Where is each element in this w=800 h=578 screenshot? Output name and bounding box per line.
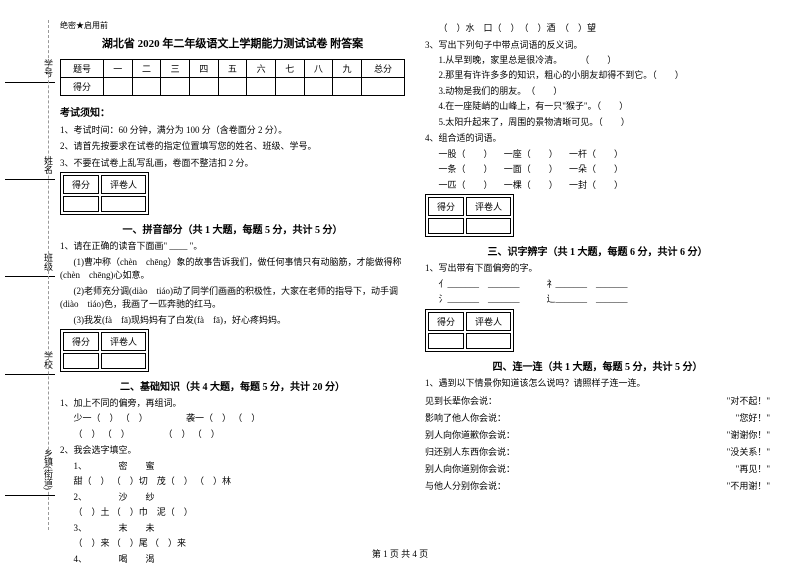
th: 总分 [361,60,404,78]
sentence: 1.从早到晚，家里总是很冷清。 （ ） [425,54,770,68]
exam-title: 湖北省 2020 年二年级语文上学期能力测试试卷 附答案 [60,35,405,51]
left-column: 绝密★启用前 湖北省 2020 年二年级语文上学期能力测试试卷 附答案 题号 一… [60,20,405,568]
row: （ ） （ ） （ ） （ ） [60,428,405,442]
q: 3、写出下列句子中带点词语的反义词。 [425,38,770,52]
word-pair: 2、 沙 纱 [60,491,405,505]
grade-box: 得分评卷人 [425,194,514,237]
th: 四 [189,60,218,78]
page-footer: 第 1 页 共 4 页 [0,547,800,560]
sentence: 2.那里有许许多多的知识，粗心的小朋友却得不到它。（ ） [425,69,770,83]
row: 一匹（ ） 一棵（ ） 一封（ ） [425,179,770,193]
th: 五 [218,60,247,78]
section-1-title: 一、拼音部分（共 1 大题，每题 5 分，共计 5 分） [60,221,405,236]
word-pair: 3、 末 未 [60,522,405,536]
row: 氵_______ _______ 辶_______ _______ [425,293,770,307]
score-table: 题号 一 二 三 四 五 六 七 八 九 总分 得分 [60,59,405,96]
sentence: 4.在一座陡峭的山峰上，有一只"猴子"。（ ） [425,100,770,114]
th: 八 [304,60,333,78]
q: 1、加上不同的偏旁，再组词。 [60,396,405,410]
grade-box: 得分评卷人 [425,309,514,352]
sentence: 3.动物是我们的朋友。 （ ） [425,85,770,99]
q: 1、请在正确的读音下面画" ____ "。 [60,239,405,253]
q: 1、写出带有下面偏旁的字。 [425,261,770,275]
right-column: （ ）水 口（ ） （ ）酒 （ ）望 3、写出下列句子中带点词语的反义词。 1… [425,20,770,568]
notice-item: 1、考试时间：60 分钟，满分为 100 分（含卷面分 2 分）。 [60,123,405,137]
notice-item: 2、请首先按要求在试卷的指定位置填写您的姓名、班级、学号。 [60,139,405,153]
notice-title: 考试须知： [60,104,405,119]
grade-box: 得分评卷人 [60,329,149,372]
q: 2、我会选字填空。 [60,443,405,457]
word-line: 甜（ ） （ ）切 茂（ ） （ ）林 [60,475,405,489]
section-3-title: 三、识字辨字（共 1 大题，每题 6 分，共计 6 分） [425,243,770,258]
match-row: 与他人分别你会说："不用谢！" [425,479,770,492]
row: 亻_______ _______ 礻_______ _______ [425,278,770,292]
q: 1、遇到以下情景你知道该怎么说吗？请照样子连一连。 [425,376,770,390]
grade-box: 得分评卷人 [60,172,149,215]
row: 少一（ ） （ ） 袭一（ ） （ ） [60,412,405,426]
row: 一股（ ） 一座（ ） 一杆（ ） [425,148,770,162]
text: (1)曹冲称（chèn chēng）象的故事告诉我们，做任何事情只有动脑筋，才能… [60,256,405,283]
match-row: 见到长辈你会说："对不起！" [425,394,770,407]
word-line: （ ）土 （ ）巾 泥（ ） [60,506,405,520]
th: 题号 [61,60,104,78]
text: (3)我发(fà fā)现妈妈有了白发(fà fā)，好心疼妈妈。 [60,314,405,328]
match-row: 别人向你道歉你会说："谢谢你！" [425,428,770,441]
th: 三 [161,60,190,78]
text: (2)老师充分调(diào tiáo)动了同学们画画的积极性，大家在老师的指导下… [60,285,405,312]
confidential-tag: 绝密★启用前 [60,20,405,31]
page-content: 绝密★启用前 湖北省 2020 年二年级语文上学期能力测试试卷 附答案 题号 一… [0,0,800,578]
row: 一条（ ） 一面（ ） 一朵（ ） [425,163,770,177]
sentence: 5.太阳升起来了，周围的景物清晰可见。（ ） [425,116,770,130]
th: 一 [103,60,132,78]
th: 九 [333,60,362,78]
th: 六 [247,60,276,78]
th: 七 [275,60,304,78]
td: 得分 [61,78,104,96]
th: 二 [132,60,161,78]
match-row: 别人向你道别你会说："再见！" [425,462,770,475]
notice-item: 3、不要在试卷上乱写乱画，卷面不整洁扣 2 分。 [60,156,405,170]
match-row: 影响了他人你会说："您好！" [425,411,770,424]
match-row: 归还别人东西你会说："没关系！" [425,445,770,458]
word-pair: 1、 密 蜜 [60,460,405,474]
fold-line [48,20,49,530]
q: 4、组合适的词语。 [425,131,770,145]
section-4-title: 四、连一连（共 1 大题，每题 5 分，共计 5 分） [425,358,770,373]
section-2-title: 二、基础知识（共 4 大题，每题 5 分，共计 20 分） [60,378,405,393]
word-line: （ ）水 口（ ） （ ）酒 （ ）望 [425,22,770,36]
